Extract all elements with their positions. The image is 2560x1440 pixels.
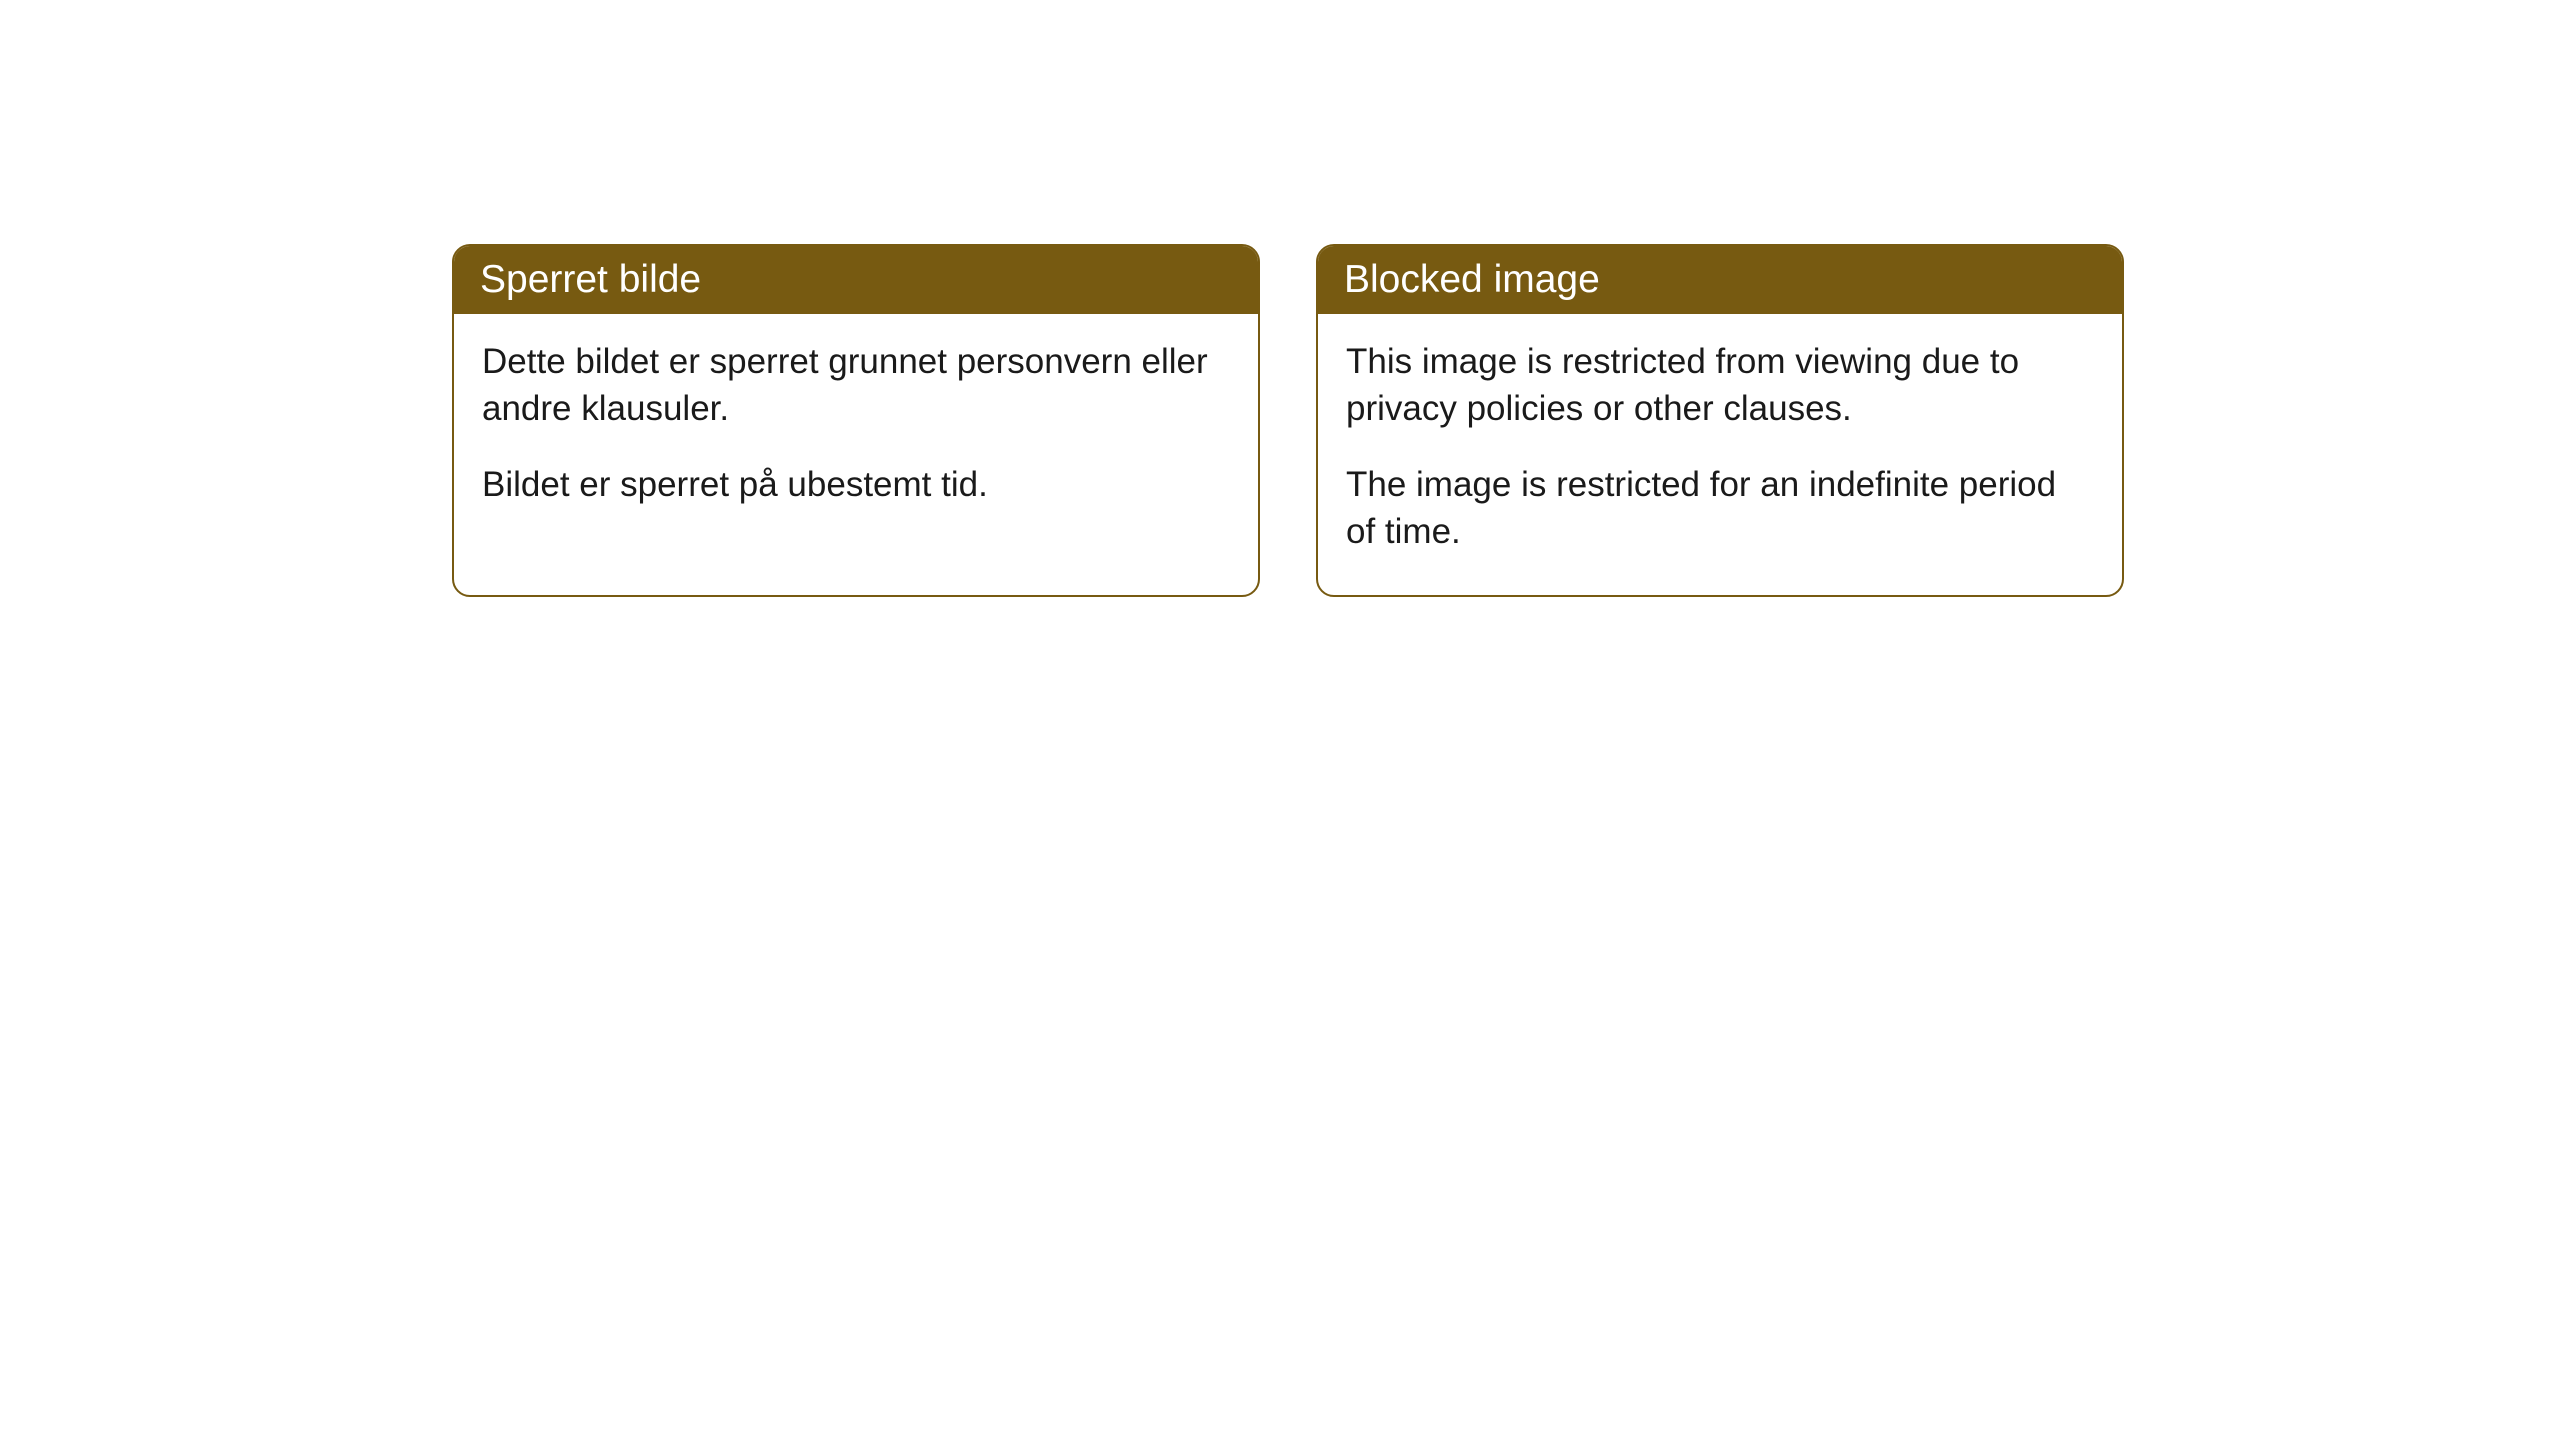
card-paragraph-no-1: Dette bildet er sperret grunnet personve…: [482, 338, 1230, 433]
card-title-en: Blocked image: [1344, 258, 1600, 301]
card-header-no: Sperret bilde: [454, 246, 1258, 314]
card-english: Blocked image This image is restricted f…: [1316, 244, 2124, 597]
card-body-no: Dette bildet er sperret grunnet personve…: [454, 314, 1258, 548]
card-paragraph-en-2: The image is restricted for an indefinit…: [1346, 461, 2094, 556]
card-norwegian: Sperret bilde Dette bildet er sperret gr…: [452, 244, 1260, 597]
card-paragraph-no-2: Bildet er sperret på ubestemt tid.: [482, 461, 1230, 508]
card-title-no: Sperret bilde: [480, 258, 701, 301]
card-header-en: Blocked image: [1318, 246, 2122, 314]
card-paragraph-en-1: This image is restricted from viewing du…: [1346, 338, 2094, 433]
card-body-en: This image is restricted from viewing du…: [1318, 314, 2122, 595]
cards-container: Sperret bilde Dette bildet er sperret gr…: [452, 244, 2124, 597]
